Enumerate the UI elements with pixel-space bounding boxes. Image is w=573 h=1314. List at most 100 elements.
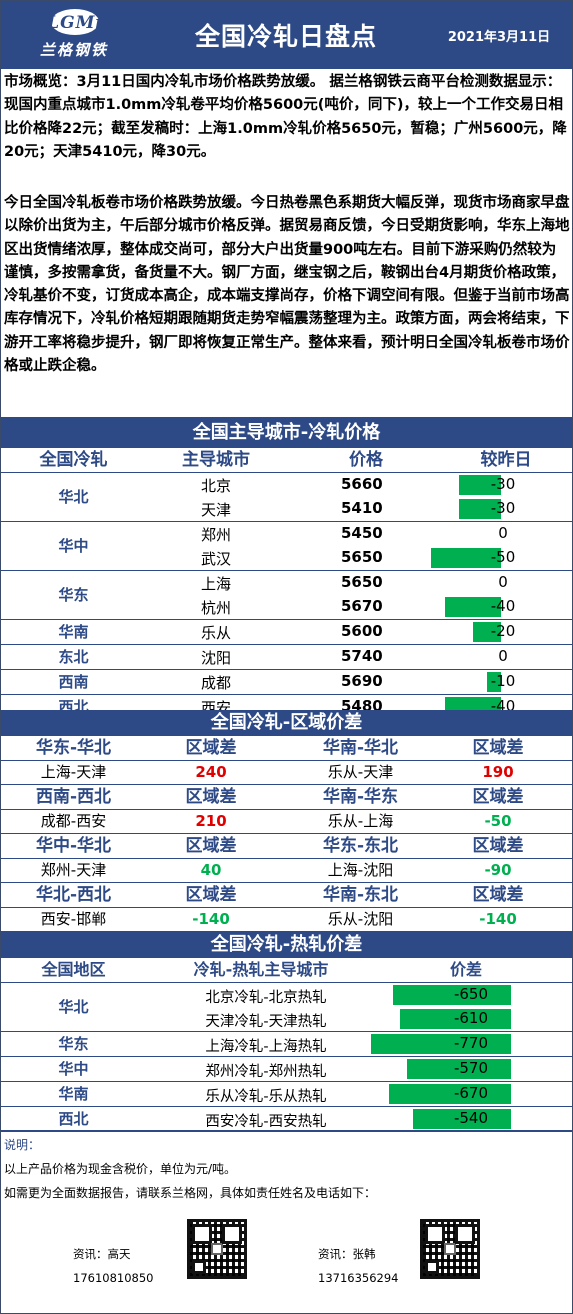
spread-cell: -540 xyxy=(356,1108,556,1130)
change-bar xyxy=(445,597,501,617)
change-cell: -40 xyxy=(411,596,561,618)
city-pair: 北京冷轧-北京热轧 xyxy=(205,990,327,1006)
qr-code-icon xyxy=(187,1219,247,1279)
region-label: 华南 xyxy=(58,1085,89,1103)
city-pair: 郑州-天津 xyxy=(40,861,107,879)
price-value: 5410 xyxy=(341,499,383,517)
change-cell: 0 xyxy=(411,646,561,668)
city-name: 沈阳 xyxy=(200,649,231,667)
change-value: -50 xyxy=(490,548,516,566)
spread-header: 区域差 xyxy=(472,885,524,905)
logo-text: LGMi xyxy=(47,13,103,33)
page-title: 全国冷轧日盘点 xyxy=(194,22,377,51)
change-cell: -20 xyxy=(411,621,561,643)
spread-bar xyxy=(412,1109,511,1129)
city-pair: 乐从-沈阳 xyxy=(327,910,394,928)
region-label: 华中 xyxy=(58,1060,89,1078)
city-name: 上海 xyxy=(200,575,231,593)
lange-logo: LGMi 兰格钢铁 xyxy=(37,9,111,61)
section-title-cold-hot-spread: 全国冷轧-热轧价差 xyxy=(1,932,572,958)
city-name: 成都 xyxy=(200,674,231,692)
spread-value: -50 xyxy=(484,812,512,830)
spread-bar xyxy=(389,1084,511,1104)
report-date: 2021年3月11日 xyxy=(447,30,551,45)
spread-header: 区域差 xyxy=(185,836,237,856)
spread-value: -140 xyxy=(479,910,517,928)
column-header-spread: 价差 xyxy=(449,960,482,979)
city-pair: 乐从冷轧-乐从热轧 xyxy=(205,1089,327,1105)
divider xyxy=(1,931,572,932)
city-name: 天津 xyxy=(200,501,231,519)
city-pair: 西安冷轧-西安热轧 xyxy=(205,1114,327,1130)
region-label: 华北 xyxy=(58,998,89,1016)
spread-header: 区域差 xyxy=(472,738,524,758)
divider xyxy=(1,521,572,522)
column-header-region: 全国地区 xyxy=(41,960,106,979)
change-cell: -10 xyxy=(411,671,561,693)
column-header-price: 价格 xyxy=(349,450,383,470)
price-value: 5690 xyxy=(341,672,383,690)
region-pair-label: 华南-华东 xyxy=(322,787,399,807)
spread-value: 40 xyxy=(200,861,222,879)
city-name: 杭州 xyxy=(200,599,231,617)
city-pair: 乐从-天津 xyxy=(327,763,394,781)
change-value: -30 xyxy=(490,499,516,517)
city-pair: 乐从-上海 xyxy=(327,812,394,830)
region-label: 华南 xyxy=(58,623,89,641)
divider xyxy=(1,760,572,761)
section-title-city-prices: 全国主导城市-冷轧价格 xyxy=(1,417,572,448)
city-name: 北京 xyxy=(200,477,231,495)
change-value: -30 xyxy=(490,475,516,493)
note-contact-info: 如需更为全面数据报告，请联系兰格网，具体如责任姓名及电话如下： xyxy=(4,1186,377,1200)
change-bar xyxy=(487,672,501,692)
region-pair-label: 华南-东北 xyxy=(322,885,399,905)
region-pair-label: 华南-华北 xyxy=(322,738,399,758)
price-value: 5670 xyxy=(341,597,383,615)
spread-value: -540 xyxy=(453,1109,489,1127)
spread-header: 区域差 xyxy=(185,738,237,758)
spread-cell: -770 xyxy=(356,1033,556,1055)
city-name: 武汉 xyxy=(200,550,231,568)
region-pair-label: 华东-东北 xyxy=(322,836,399,856)
change-value: -20 xyxy=(490,622,516,640)
city-pair: 西安-邯郸 xyxy=(40,910,107,928)
spread-value: -650 xyxy=(453,985,489,1003)
spread-bar xyxy=(371,1034,511,1054)
spread-value: 210 xyxy=(195,812,227,830)
section-title-regional-spread: 全国冷轧-区域价差 xyxy=(1,710,572,736)
change-cell: -30 xyxy=(411,474,561,496)
region-label: 华北 xyxy=(58,488,89,506)
spread-cell: -670 xyxy=(356,1083,556,1105)
divider xyxy=(1,1056,572,1057)
region-pair-label: 华北-西北 xyxy=(35,885,112,905)
change-cell: 0 xyxy=(411,572,561,594)
change-bar xyxy=(459,499,501,519)
divider xyxy=(1,1031,572,1032)
divider xyxy=(1,1131,572,1132)
change-cell: 0 xyxy=(411,523,561,545)
spread-value: -140 xyxy=(192,910,230,928)
price-value: 5660 xyxy=(341,475,383,493)
change-value: 0 xyxy=(498,647,508,665)
city-pair: 天津冷轧-天津热轧 xyxy=(205,1014,327,1030)
city-pair: 郑州冷轧-郑州热轧 xyxy=(205,1064,327,1080)
price-value: 5650 xyxy=(341,573,383,591)
contact-name: 资讯：高天 xyxy=(73,1247,131,1261)
contact-phone: 13716356294 xyxy=(318,1271,399,1285)
divider xyxy=(1,570,572,571)
spread-header: 区域差 xyxy=(472,787,524,807)
price-value: 5450 xyxy=(341,524,383,542)
column-header-city: 主导城市 xyxy=(182,450,250,470)
spread-value: -610 xyxy=(453,1009,489,1027)
change-value: -10 xyxy=(490,672,516,690)
spread-header: 区域差 xyxy=(185,885,237,905)
price-value: 5650 xyxy=(341,548,383,566)
region-label: 东北 xyxy=(58,648,89,666)
spread-bar xyxy=(407,1059,511,1079)
divider xyxy=(1,1106,572,1107)
city-pair: 上海-沈阳 xyxy=(327,861,394,879)
spread-cell: -650 xyxy=(356,984,556,1006)
divider xyxy=(1,982,572,983)
change-value: -40 xyxy=(490,597,516,615)
